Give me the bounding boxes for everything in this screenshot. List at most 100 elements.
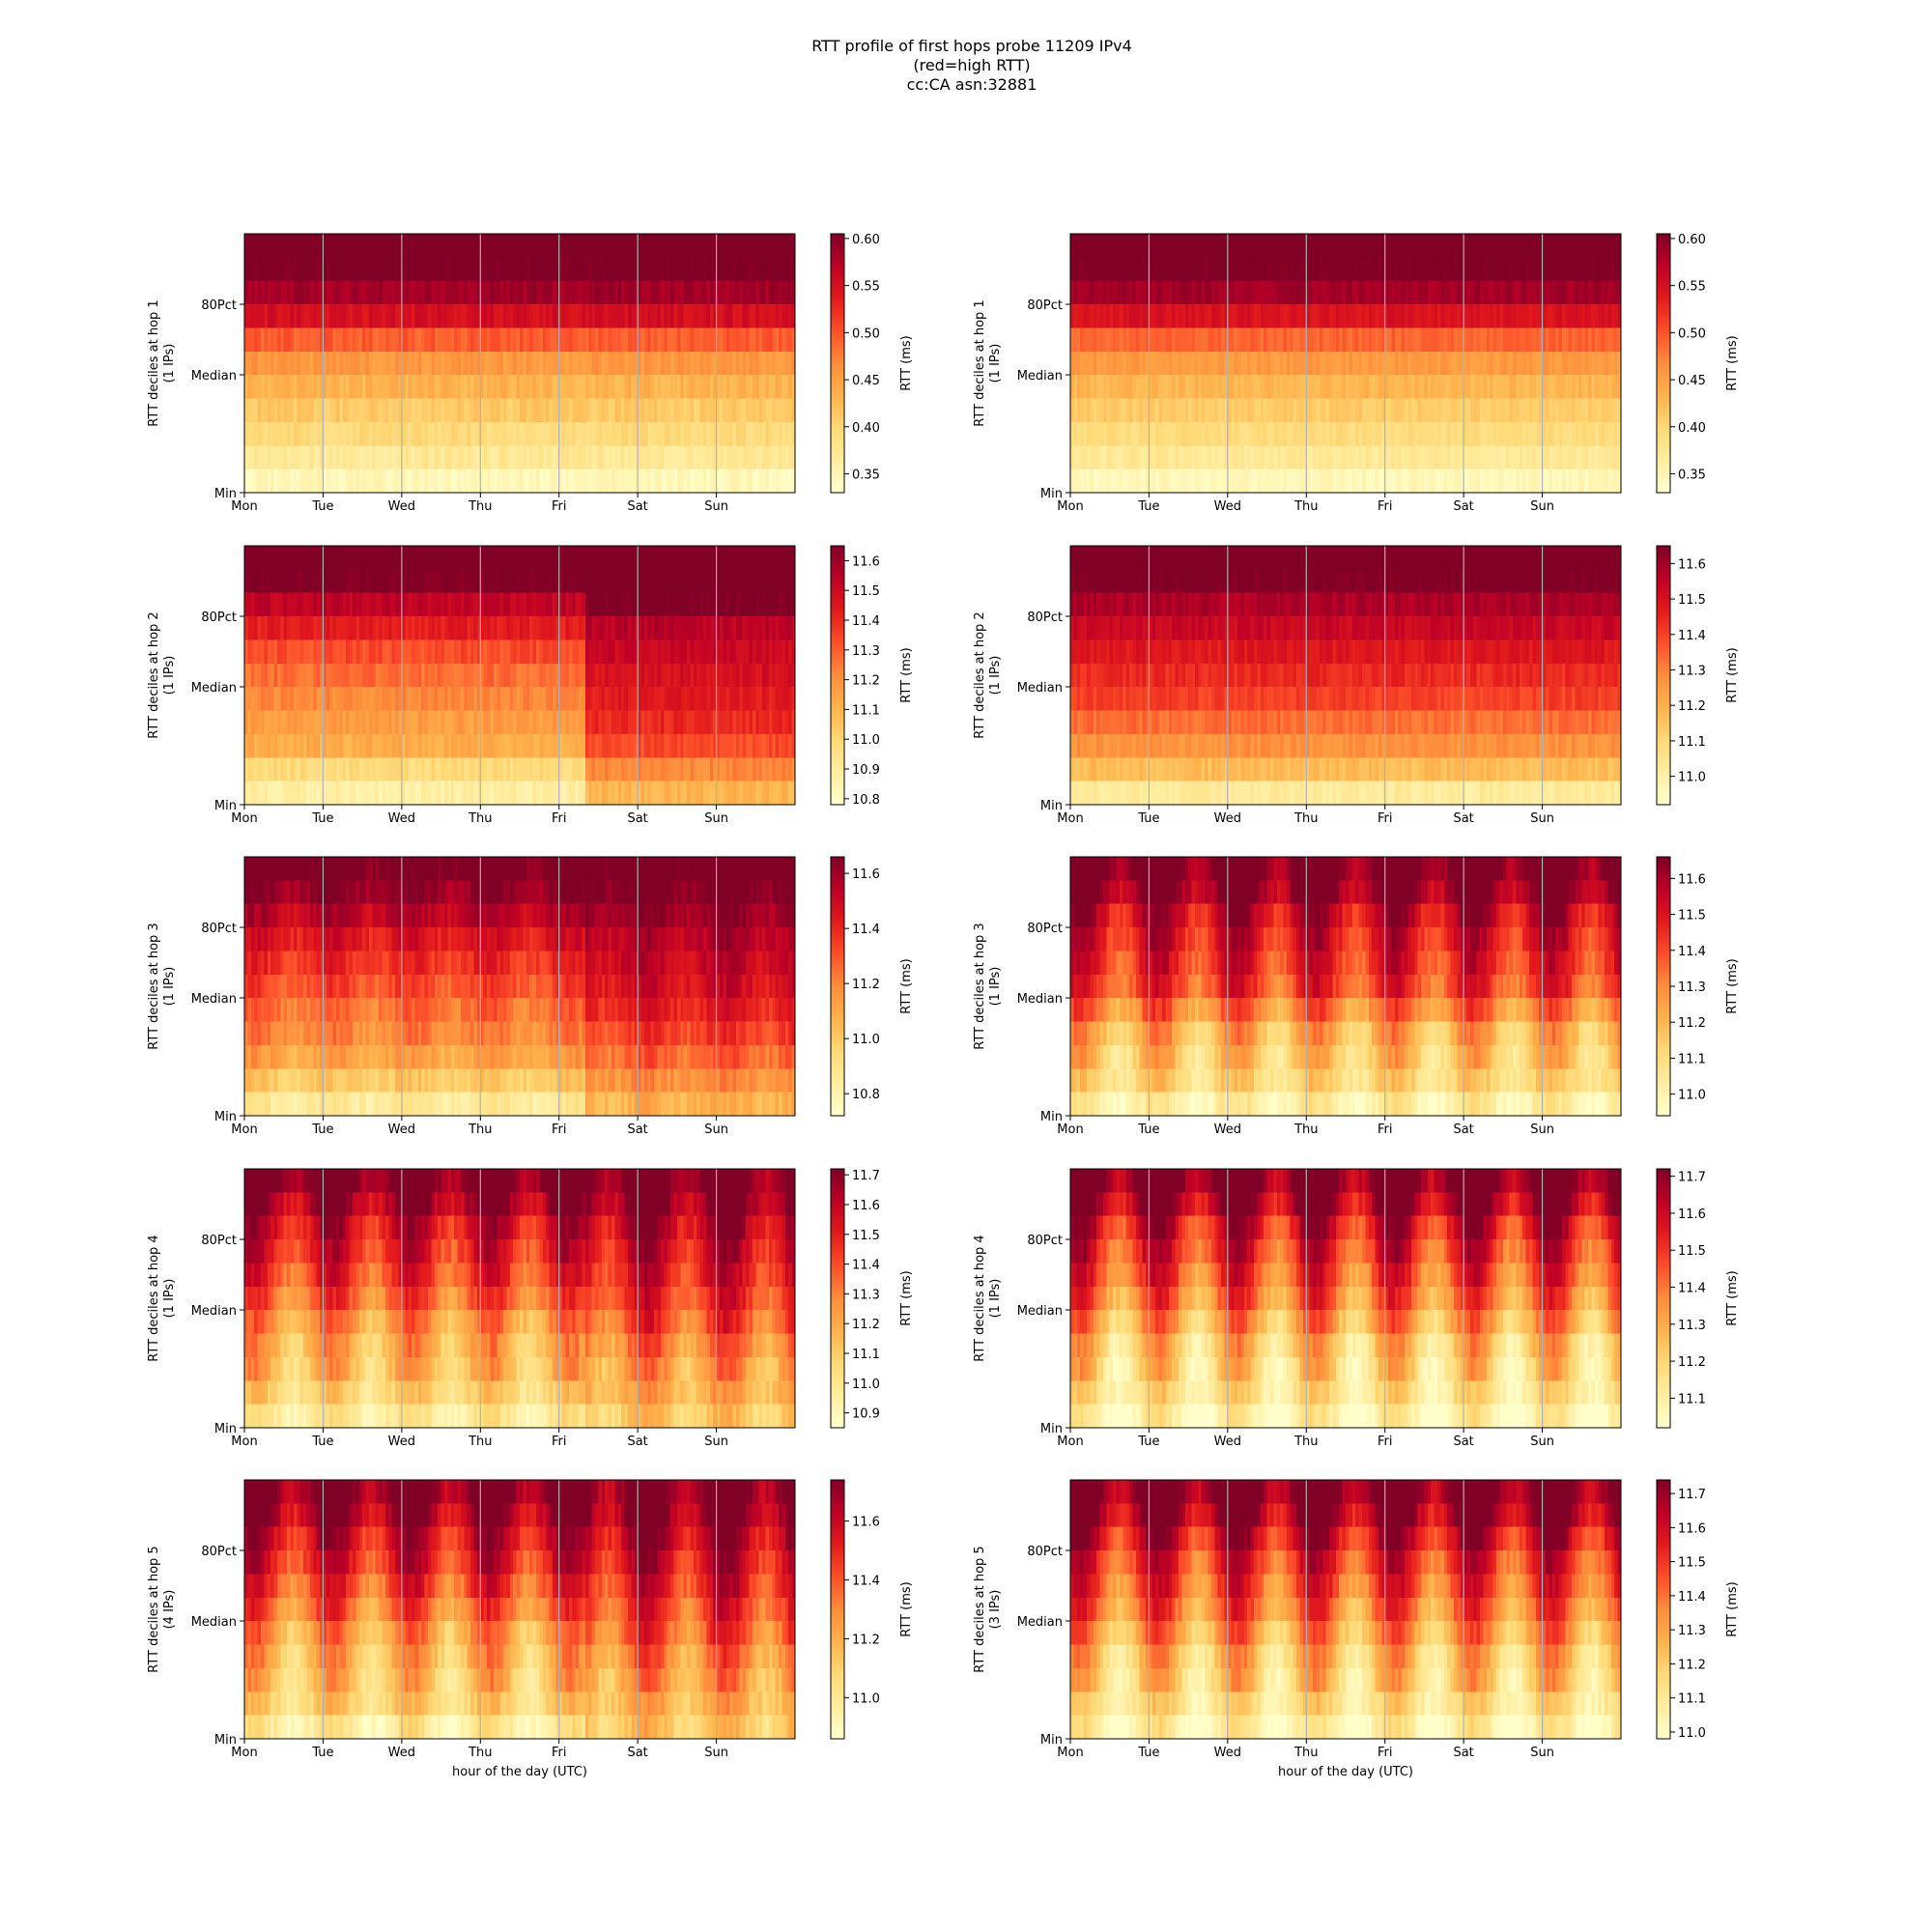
heatmap-cell <box>1316 304 1321 329</box>
heatmap-cell <box>1188 280 1193 305</box>
heatmap-cell <box>379 569 384 594</box>
x-tick-label: Sat <box>1453 499 1473 514</box>
heatmap-cell <box>412 757 416 782</box>
heatmap-cell <box>358 569 363 594</box>
heatmap-cell <box>1073 280 1078 305</box>
heatmap-cell <box>1610 421 1615 446</box>
heatmap-cell <box>732 421 737 446</box>
heatmap-cell <box>1217 257 1222 282</box>
heatmap-cell <box>1125 234 1130 258</box>
heatmap-cell <box>412 280 416 305</box>
heatmap-cell <box>1405 445 1409 470</box>
heatmap-cell <box>611 304 615 329</box>
heatmap-cell <box>752 280 756 305</box>
heatmap-cell <box>588 592 593 617</box>
heatmap-cell <box>257 757 262 782</box>
heatmap-cell <box>1339 421 1344 446</box>
heatmap-cell <box>290 304 295 329</box>
heatmap-cell <box>513 280 518 305</box>
x-tick-label: Tue <box>311 499 333 514</box>
heatmap-cell <box>365 663 370 688</box>
heatmap-cell <box>614 421 619 446</box>
heatmap-cell <box>443 351 448 376</box>
heatmap-cell <box>1499 234 1504 258</box>
heatmap-cell <box>443 733 448 758</box>
heatmap-cell <box>1513 304 1518 329</box>
heatmap-cell <box>582 757 586 782</box>
heatmap-cell <box>421 351 426 376</box>
heatmap-cell <box>732 304 737 329</box>
heatmap-cell <box>309 234 314 258</box>
heatmap-cell <box>529 663 534 688</box>
heatmap-cell <box>765 304 770 329</box>
heatmap-cell <box>342 234 347 258</box>
heatmap-cell <box>1070 257 1074 282</box>
heatmap-cell <box>384 445 389 470</box>
heatmap-cell <box>683 304 688 329</box>
heatmap-cell <box>584 710 589 735</box>
heatmap-cell <box>1410 234 1415 258</box>
heatmap-cell <box>1522 257 1527 282</box>
heatmap-cell <box>1607 469 1612 494</box>
heatmap-cell <box>276 710 281 735</box>
heatmap-cell <box>758 469 763 494</box>
heatmap-cell <box>434 327 439 353</box>
heatmap-cell <box>768 257 773 282</box>
heatmap-cell <box>529 421 534 446</box>
heatmap-cell <box>1125 327 1130 353</box>
heatmap-cell <box>1083 375 1088 400</box>
heatmap-cell <box>270 781 275 806</box>
heatmap-cell <box>506 304 511 329</box>
heatmap-cell <box>497 663 501 688</box>
heatmap-cell <box>247 757 252 782</box>
heatmap-cell <box>283 687 288 712</box>
heatmap-cell <box>1276 234 1281 258</box>
heatmap-cell <box>699 280 704 305</box>
heatmap-cell <box>1119 469 1123 494</box>
heatmap-cell <box>293 569 298 594</box>
heatmap-cell <box>273 757 278 782</box>
heatmap-cell <box>438 687 442 712</box>
heatmap-cell <box>532 375 537 400</box>
heatmap-cell <box>664 257 668 282</box>
heatmap-cell <box>434 304 439 329</box>
heatmap-cell <box>1276 445 1281 470</box>
heatmap-cell <box>1139 398 1144 423</box>
heatmap-cell <box>497 733 501 758</box>
heatmap-cell <box>297 546 301 570</box>
heatmap-cell <box>503 398 508 423</box>
heatmap-cell <box>605 257 610 282</box>
heatmap-cell <box>1191 351 1196 376</box>
heatmap-cell <box>535 234 540 258</box>
heatmap-cell <box>1378 327 1382 353</box>
heatmap-cell <box>1224 421 1229 446</box>
heatmap-cell <box>1325 421 1330 446</box>
heatmap-cell <box>660 327 665 353</box>
heatmap-cell <box>464 351 469 376</box>
heatmap-cell <box>280 569 285 594</box>
heatmap-cell <box>1601 327 1605 353</box>
heatmap-cell <box>467 639 471 665</box>
heatmap-cell <box>706 421 711 446</box>
heatmap-cell <box>1119 234 1123 258</box>
heatmap-cell <box>388 757 393 782</box>
heatmap-cell <box>1243 257 1248 282</box>
heatmap-cell <box>287 351 292 376</box>
heatmap-cell <box>1486 234 1491 258</box>
heatmap-cell <box>1146 327 1151 353</box>
heatmap-cell <box>1109 280 1114 305</box>
heatmap-cell <box>1473 375 1478 400</box>
heatmap-cell <box>670 469 675 494</box>
heatmap-cell <box>670 351 675 376</box>
heatmap-cell <box>270 375 275 400</box>
heatmap-cell <box>1519 257 1523 282</box>
heatmap-cell <box>1299 398 1304 423</box>
heatmap-cell <box>1116 445 1121 470</box>
heatmap-cell <box>1496 234 1501 258</box>
heatmap-cell <box>1525 398 1530 423</box>
heatmap-cell <box>532 445 537 470</box>
heatmap-cell <box>1486 398 1491 423</box>
heatmap-cell <box>1496 445 1501 470</box>
heatmap-cell <box>503 616 508 641</box>
heatmap-cell <box>336 257 340 282</box>
